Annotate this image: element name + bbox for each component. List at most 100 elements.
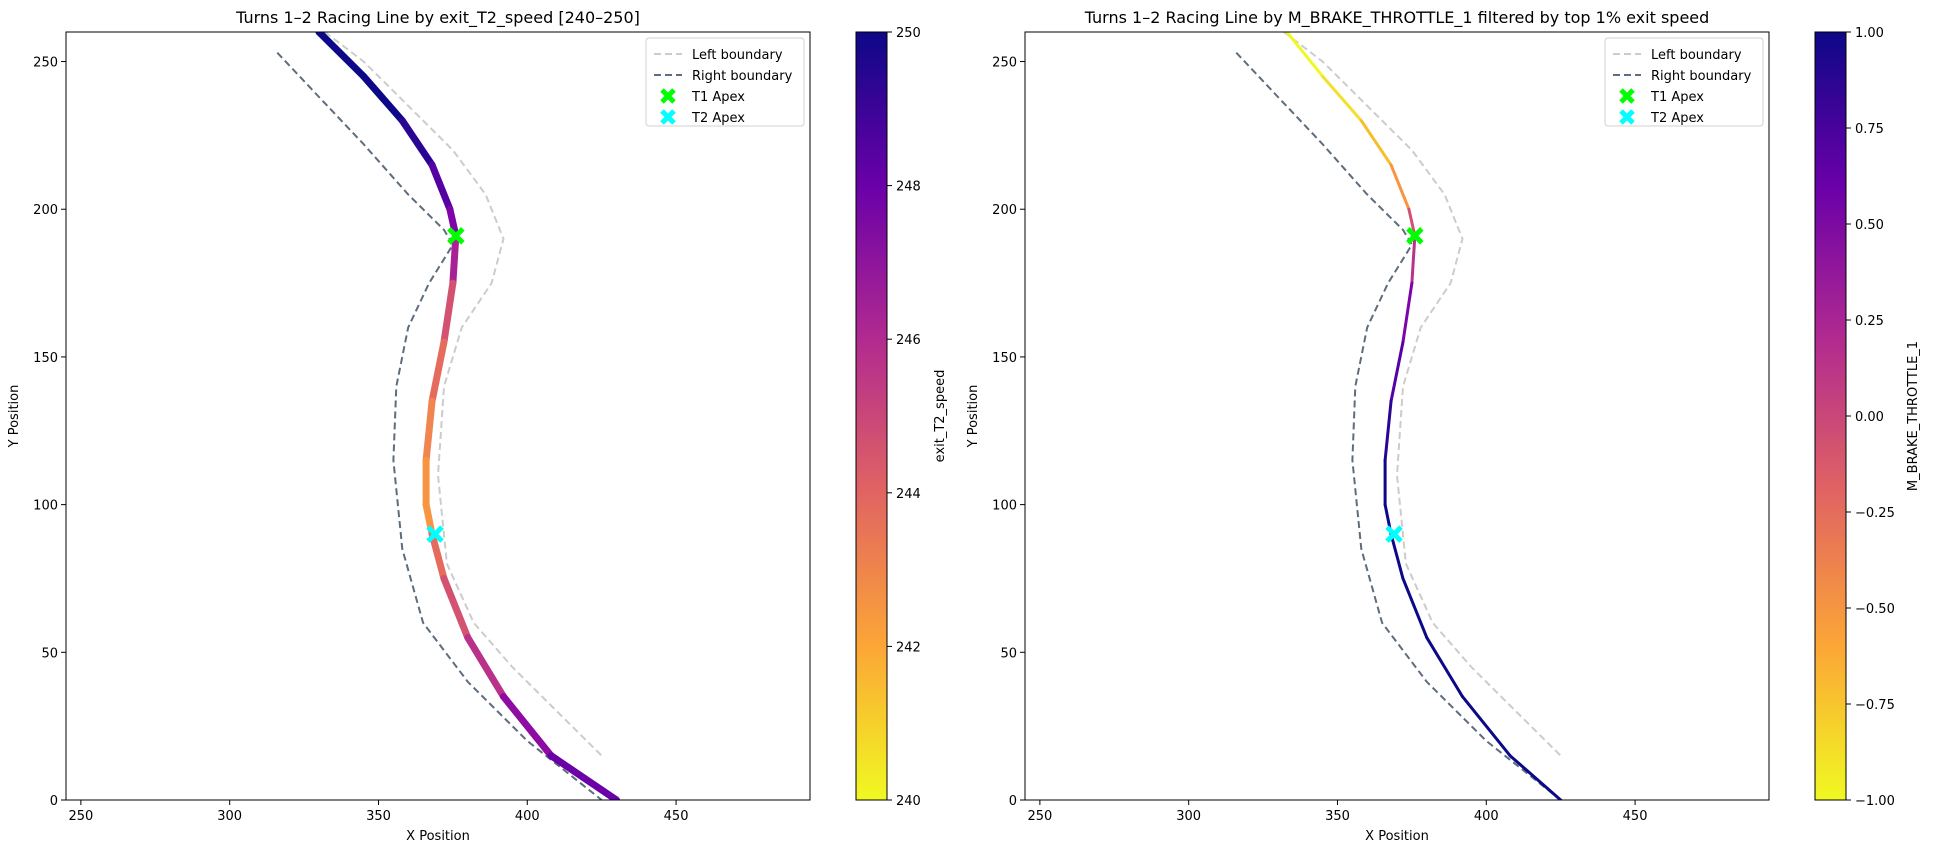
racing-line-segment [1410,234,1417,285]
racing-line-segment [398,117,436,169]
colorbar-tick-label: 240 [896,794,921,809]
racing-line-segment [1285,32,1325,78]
x-tick-label: 250 [68,809,93,824]
right-boundary-line [1235,52,1562,800]
colorbar-tick-label: 242 [896,640,921,655]
y-tick-label: 200 [33,203,58,218]
legend-label: Right boundary [692,69,793,84]
t2-apex-marker [1385,525,1403,543]
axes-frame [1024,31,1770,801]
x-tick-label: 450 [1623,809,1648,824]
legend-box [1604,37,1764,127]
t1-apex-marker [447,227,465,245]
y-axis-label: Y Position [7,385,22,449]
legend: Left boundary Right boundary T1 Apex T2 Ape… [1604,37,1764,127]
colorbar-tick-label: 0.25 [1855,314,1884,329]
racing-line-segment [440,279,457,346]
racing-line-segment [440,574,472,642]
racing-line-segment [1389,532,1405,580]
chart-panel-left: Turns 1–2 Racing Line by exit_T2_speed [… [7,8,948,844]
colorbar-tick-label: 1.00 [1855,26,1884,41]
x-tick-label: 300 [1176,809,1201,824]
y-tick-label: 150 [992,351,1017,366]
colorbar-label: M_BRAKE_THROTTLE_1 [1906,341,1921,491]
y-tick-label: 200 [992,203,1017,218]
x-tick-label: 250 [1027,809,1052,824]
legend-box [645,37,805,127]
racing-line-segment [1401,576,1429,640]
legend-label: T2 Apex [691,111,745,126]
racing-line-segment [547,752,621,800]
x-axis-label: X Position [406,829,470,844]
racing-line-segment [1401,281,1414,344]
x-tick-label: 300 [217,809,242,824]
y-tick-label: 0 [50,794,58,809]
t1-apex-marker [1406,227,1424,245]
racing-line-segment [1359,119,1393,167]
colorbar-tick-label: 0.00 [1855,410,1884,425]
racing-line-segment [464,634,507,701]
y-tick-label: 100 [992,499,1017,514]
racing-line-segment [1460,695,1512,758]
y-axis-label: Y Position [966,385,981,449]
legend-label: T1 Apex [1650,90,1704,105]
apex-marker-stroke [1406,227,1424,245]
racing-line-segment [1425,636,1464,699]
colorbar [1814,31,1847,801]
x-tick-label: 400 [515,809,540,824]
racing-line-segment [499,693,555,760]
legend: Left boundary Right boundary T1 Apex T2 Ape… [645,37,805,127]
y-tick-label: 150 [33,351,58,366]
x-tick-label: 450 [664,809,689,824]
x-tick-label: 350 [366,809,391,824]
colorbar-tick-label: 248 [896,180,921,195]
colorbar-tick-label: 0.75 [1855,122,1884,137]
colorbar-tick-label: 246 [896,333,921,348]
y-tick-label: 250 [992,56,1017,71]
colorbar-tick-label: −0.75 [1855,698,1895,713]
racing-line-segment [1383,399,1393,462]
chart-title: Turns 1–2 Racing Line by exit_T2_speed [… [235,8,640,28]
legend-label: T2 Apex [1650,111,1704,126]
colorbar-label: exit_T2_speed [933,370,948,463]
y-tick-label: 100 [33,499,58,514]
racing-line-segment [428,530,448,582]
apex-marker-stroke [447,227,465,245]
chart-title: Turns 1–2 Racing Line by M_BRAKE_THROTTL… [1084,8,1710,28]
colorbar-tick-label: −1.00 [1855,794,1895,809]
t2-apex-marker [426,525,444,543]
apex-marker-stroke [1385,525,1403,543]
y-tick-label: 0 [1009,794,1017,809]
racing-line-segment [360,72,406,125]
legend-swatch [1619,109,1635,125]
left-boundary-line [1283,32,1562,757]
legend-swatch [660,109,676,125]
racing-line-segment [315,32,368,80]
legend-label: Right boundary [1651,69,1752,84]
plot-area [276,32,621,800]
plot-area [1235,32,1563,800]
y-tick-label: 50 [1000,646,1017,661]
racing-line-segment [1508,754,1563,800]
racing-line-segment [428,161,454,213]
chart-panel-right: Turns 1–2 Racing Line by M_BRAKE_THROTTL… [966,8,1921,844]
colorbar-tick-label: −0.50 [1855,602,1895,617]
racing-line-segment [1389,340,1405,403]
racing-line-segment [1321,74,1363,123]
racing-line-segment [428,338,448,405]
left-boundary-line [324,32,603,757]
colorbar-tick-label: −0.25 [1855,506,1895,521]
racing-line-segment [449,232,460,287]
x-axis-label: X Position [1365,829,1429,844]
legend-label: T1 Apex [691,90,745,105]
colorbar-tick-label: 250 [896,26,921,41]
colorbar-tick-label: 244 [896,487,921,502]
legend-label: Left boundary [1651,48,1742,63]
y-tick-label: 250 [33,56,58,71]
y-tick-label: 50 [41,646,58,661]
racing-line-segment [422,397,436,464]
x-tick-label: 400 [1474,809,1499,824]
apex-marker-stroke [426,525,444,543]
colorbar-tick-label: 0.50 [1855,218,1884,233]
